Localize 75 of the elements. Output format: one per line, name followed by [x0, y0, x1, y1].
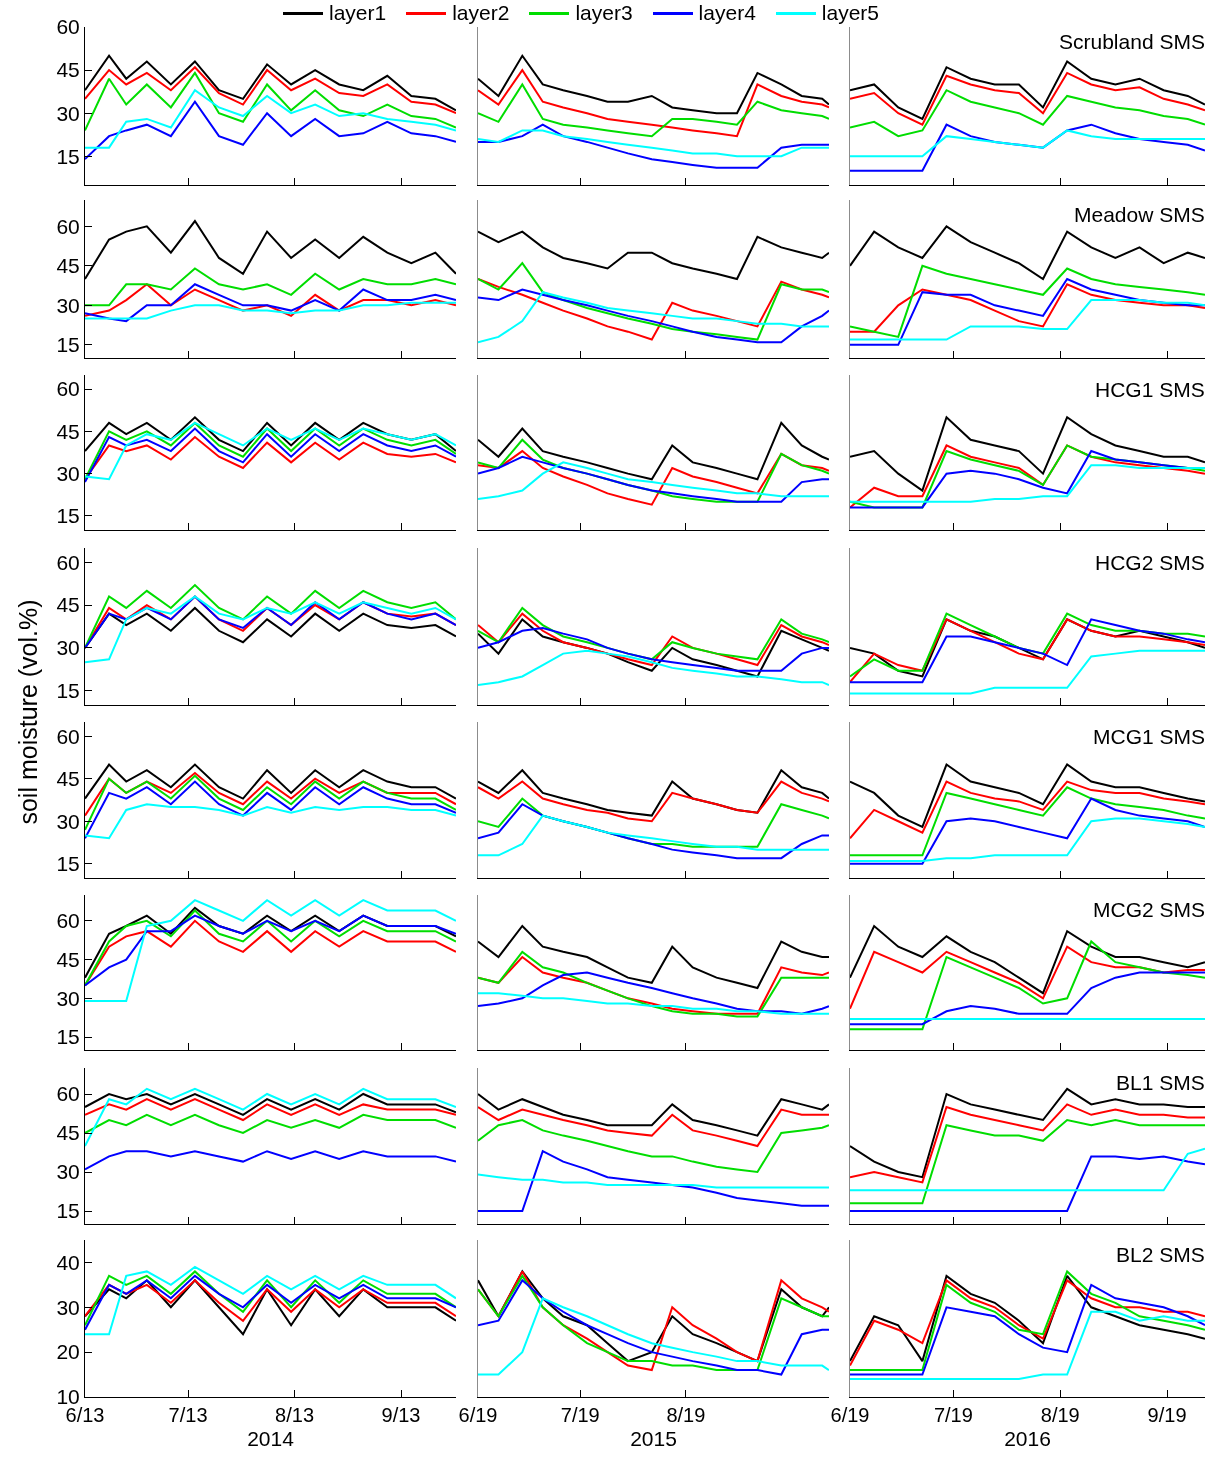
y-tick-label: 15: [56, 144, 80, 168]
y-tick-label: 60: [56, 724, 80, 748]
line-series: [85, 1098, 456, 1121]
x-tick-label: 6/19: [830, 1404, 870, 1426]
legend-label: layer1: [329, 1, 387, 25]
line-series: [85, 89, 456, 149]
y-tick-label: 45: [56, 593, 80, 617]
chart-title: MCG1 SMS: [1093, 725, 1206, 748]
x-tick-label: 9/13: [381, 1404, 421, 1426]
y-tick-label: 30: [56, 809, 80, 833]
line-series: [85, 803, 456, 840]
x-tick-label: 7/13: [168, 1404, 208, 1426]
y-tick-label: 45: [56, 947, 80, 971]
x-axis-title: 2014: [247, 1427, 295, 1451]
y-tick-label: 40: [56, 1250, 80, 1274]
line-series: [85, 267, 456, 307]
line-series: [85, 780, 456, 840]
y-tick-label: 30: [56, 293, 80, 317]
chart-title: HCG1 SMS: [1095, 378, 1205, 401]
y-tick-label: 45: [56, 767, 80, 791]
chart-title: BL2 SMS: [1116, 1243, 1205, 1266]
chart-title: BL1 SMS: [1116, 1071, 1205, 1094]
line-series: [85, 774, 456, 831]
x-tick-label: 9/19: [1147, 1404, 1187, 1426]
y-tick-label: 60: [56, 214, 80, 238]
chart-title: MCG2 SMS: [1093, 898, 1206, 921]
y-tick-label: 20: [56, 1340, 80, 1364]
y-tick-label: 60: [56, 15, 80, 39]
x-axis-title: 2015: [630, 1427, 677, 1451]
line-series: [85, 1279, 456, 1322]
x-tick-label: 8/19: [1040, 1404, 1080, 1426]
line-series: [85, 100, 456, 161]
line-series: [85, 899, 456, 1002]
y-tick-label: 45: [56, 419, 80, 443]
chart-title: HCG2 SMS: [1095, 551, 1205, 574]
y-tick-label: 60: [56, 1082, 80, 1106]
y-tick-label: 15: [56, 1199, 80, 1223]
y-tick-label: 15: [56, 1025, 80, 1049]
x-tick-label: 8/19: [666, 1404, 706, 1426]
legend-label: layer5: [821, 1, 880, 25]
y-tick-label: 60: [56, 909, 80, 933]
legend-label: layer3: [575, 1, 633, 25]
line-series: [85, 595, 456, 664]
y-tick-label: 15: [56, 852, 80, 876]
y-tick-label: 30: [56, 1295, 80, 1319]
x-tick-label: 8/13: [275, 1404, 315, 1426]
y-tick-label: 15: [56, 504, 80, 528]
x-tick-label: 7/19: [933, 1404, 973, 1426]
y-axis-title: soil moisture (vol.%): [13, 599, 43, 825]
line-series: [85, 1087, 456, 1147]
chart-title: Scrubland SMS: [1059, 30, 1205, 53]
line-series: [85, 301, 456, 320]
line-series: [85, 1265, 456, 1336]
y-tick-label: 15: [56, 333, 80, 357]
y-tick-label: 45: [56, 58, 80, 82]
y-tick-label: 30: [56, 1160, 80, 1184]
x-tick-label: 6/19: [458, 1404, 498, 1426]
y-tick-label: 45: [56, 1121, 80, 1145]
legend-label: layer4: [698, 1, 756, 25]
legend-label: layer2: [452, 1, 510, 25]
y-tick-label: 60: [56, 550, 80, 574]
y-tick-label: 30: [56, 986, 80, 1010]
chart-title: Meadow SMS: [1074, 203, 1205, 226]
y-tick-label: 30: [56, 636, 80, 660]
y-tick-label: 45: [56, 254, 80, 278]
y-tick-label: 60: [56, 377, 80, 401]
line-series: [85, 1113, 456, 1134]
y-tick-label: 30: [56, 101, 80, 125]
line-series: [85, 1150, 456, 1171]
y-tick-label: 30: [56, 461, 80, 485]
x-tick-label: 7/19: [560, 1404, 600, 1426]
line-series: [85, 71, 456, 132]
line-series: [85, 66, 456, 115]
x-axis-title: 2016: [1004, 1427, 1051, 1451]
y-tick-label: 15: [56, 679, 80, 703]
